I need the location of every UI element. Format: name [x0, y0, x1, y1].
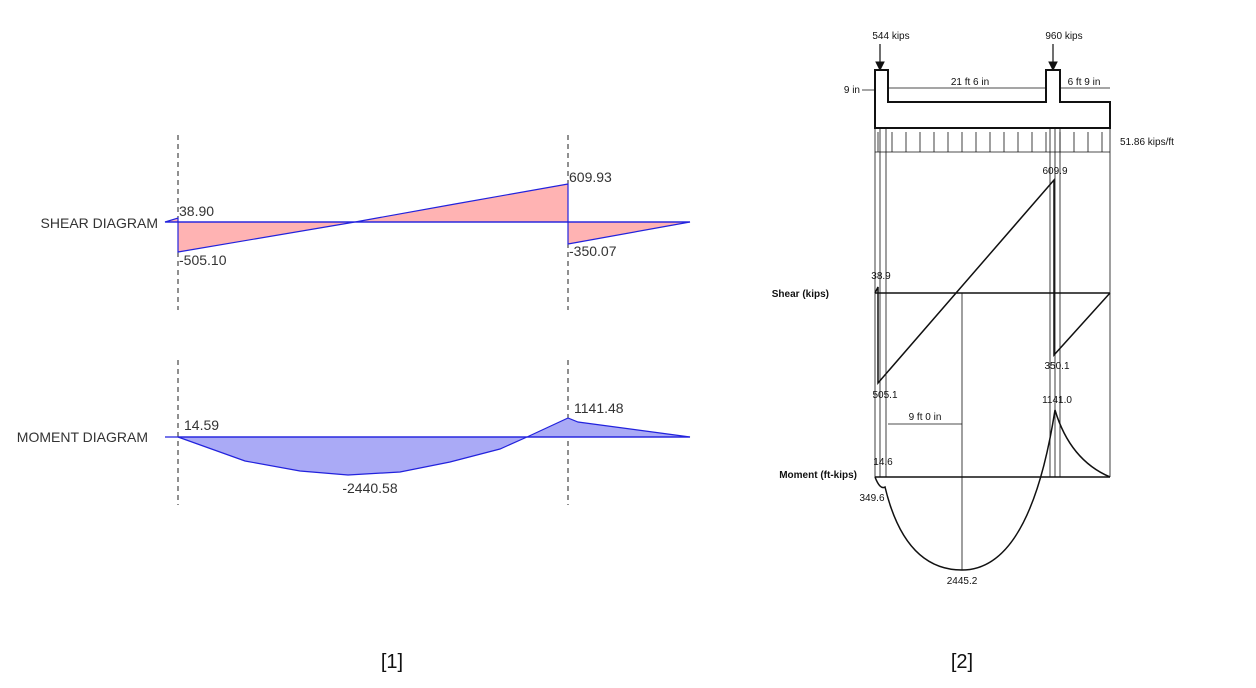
- moment-curve: [874, 409, 1111, 571]
- shear-label: 609.93: [569, 169, 612, 185]
- dimension-label: 6 ft 9 in: [1068, 77, 1101, 88]
- beam: [874, 69, 1111, 129]
- dimension-label: 9 ft 0 in: [909, 412, 942, 423]
- panel-2-text: 544 kips 960 kips 9 in 21 ft 6 in 6 ft 9…: [772, 31, 1174, 673]
- moment-label: 1141.48: [574, 400, 624, 416]
- moment-title: MOMENT DIAGRAM: [17, 429, 148, 445]
- shear-title: Shear (kips): [772, 289, 829, 300]
- moment-title: Moment (ft-kips): [779, 470, 857, 481]
- moment-label: 349.6: [859, 493, 884, 504]
- shear-title: SHEAR DIAGRAM: [41, 215, 158, 231]
- dimension-line: [862, 87, 1110, 91]
- moment-area: [177, 417, 691, 476]
- shear-label: 505.1: [872, 390, 897, 401]
- shear-area: [354, 183, 569, 223]
- load-label: 544 kips: [872, 31, 909, 42]
- shear-area: [177, 221, 356, 253]
- moment-label: -2440.58: [342, 480, 397, 496]
- arrowhead: [1048, 61, 1058, 72]
- shear-line: [874, 177, 1111, 386]
- distributed-load-label: 51.86 kips/ft: [1120, 137, 1174, 148]
- arrowhead: [875, 61, 885, 72]
- shear-label: 38.9: [871, 271, 891, 282]
- caption: [1]: [381, 651, 403, 673]
- distributed-load: [875, 132, 1110, 153]
- moment-label: 14.6: [873, 457, 893, 468]
- shear-label: 350.1: [1044, 361, 1069, 372]
- shear-label: 38.90: [179, 203, 214, 219]
- dimension-label: 9 in: [844, 85, 860, 96]
- moment-label: 1141.0: [1042, 395, 1072, 406]
- shear-label: -505.10: [179, 252, 227, 268]
- load-label: 960 kips: [1045, 31, 1082, 42]
- shear-area: [567, 221, 691, 245]
- dimension-label: 21 ft 6 in: [951, 77, 989, 88]
- caption: [2]: [951, 651, 973, 673]
- guide-line: [874, 128, 1111, 570]
- shear-label: -350.07: [569, 243, 617, 259]
- panel-1: SHEAR DIAGRAM 38.90 -505.10 609.93 -350.…: [17, 135, 691, 673]
- panel-2: [862, 44, 1111, 571]
- shear-label: 609.9: [1042, 166, 1067, 177]
- moment-label: 14.59: [184, 417, 219, 433]
- moment-label: 2445.2: [947, 576, 978, 587]
